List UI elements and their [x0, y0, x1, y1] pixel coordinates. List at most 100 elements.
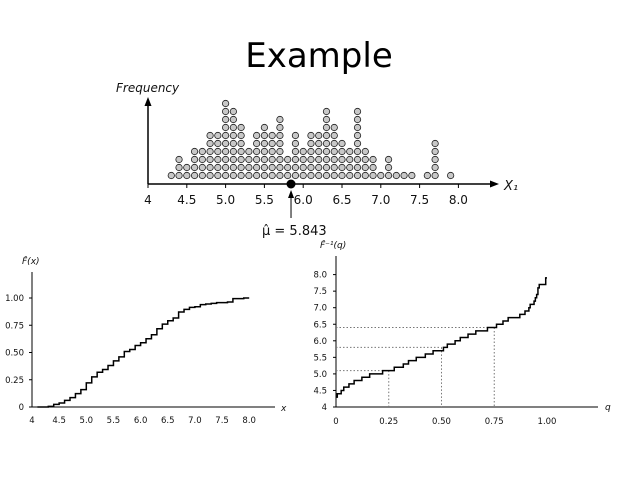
data-dot — [322, 139, 331, 148]
data-dot — [206, 163, 214, 172]
data-dot — [361, 163, 369, 172]
data-dot — [346, 163, 354, 172]
quantile-y-tick-label: 7.5 — [313, 287, 327, 297]
data-dot — [431, 147, 439, 156]
data-dot — [291, 163, 300, 172]
data-dot — [260, 139, 268, 148]
data-dot — [206, 171, 214, 180]
data-dot — [229, 139, 237, 148]
data-dot — [276, 123, 284, 132]
data-dot — [447, 171, 455, 180]
data-dot — [198, 163, 206, 172]
dot-plot-y-arrow — [144, 97, 152, 106]
ecdf-x-tick-label: 7.0 — [188, 416, 202, 426]
data-dot — [222, 163, 230, 172]
quantile-y-tick-label: 4 — [322, 403, 327, 413]
ecdf-x-tick-label: 5.5 — [107, 416, 121, 426]
data-dot — [276, 163, 284, 172]
dot-plot-x-label: X₁ — [503, 179, 518, 194]
quantile-y-tick-label: 4.5 — [313, 386, 327, 396]
data-dot — [253, 147, 261, 156]
data-dot — [222, 99, 230, 108]
data-dot — [214, 131, 222, 140]
ecdf-x-tick-label: 6.5 — [161, 416, 175, 426]
dot-plot-x-tick-label: 6.5 — [332, 193, 351, 207]
data-dot — [214, 163, 222, 172]
data-dot — [190, 155, 199, 164]
data-dot — [353, 115, 362, 124]
ecdf-x-tick-label: 6.0 — [134, 416, 148, 426]
quantile-y-tick-label: 6.5 — [313, 320, 327, 330]
data-dot — [229, 147, 237, 156]
quantile-x-label: q — [605, 403, 611, 413]
data-dot — [284, 155, 292, 164]
data-dot — [260, 123, 268, 132]
data-dot — [431, 171, 439, 180]
data-dot — [214, 171, 222, 180]
data-dot — [237, 155, 245, 164]
data-dot — [322, 107, 331, 116]
quantile-step-line — [336, 277, 547, 398]
data-dot — [222, 107, 230, 116]
data-dot — [198, 171, 206, 180]
data-dot — [260, 131, 268, 140]
data-dot — [253, 155, 261, 164]
slide-title: Example — [245, 36, 393, 76]
data-dot — [237, 171, 245, 180]
data-dot — [276, 155, 284, 164]
data-dot — [206, 139, 214, 148]
data-dot — [361, 147, 369, 156]
data-dot — [229, 107, 237, 116]
ecdf-y-tick-label: 1.00 — [5, 294, 24, 304]
data-dot — [322, 147, 331, 156]
data-dot — [222, 155, 230, 164]
data-dot — [369, 155, 377, 164]
data-dot — [237, 131, 245, 140]
data-dot — [353, 131, 362, 140]
data-dot — [245, 171, 253, 180]
data-dot — [408, 171, 416, 180]
quantile-y-tick-label: 5.5 — [313, 353, 327, 363]
data-dot — [291, 131, 300, 140]
dot-plot-x-arrow — [490, 180, 499, 188]
data-dot — [291, 155, 300, 164]
ecdf-y-label: F̂(x) — [22, 255, 40, 267]
data-dot — [260, 155, 268, 164]
ecdf-x-tick-label: 7.5 — [215, 416, 229, 426]
data-dot — [276, 115, 284, 124]
data-dot — [167, 171, 175, 180]
data-dot — [400, 171, 408, 180]
ecdf-step-line — [37, 297, 250, 408]
quantile-x-tick-label: 0 — [333, 417, 338, 427]
data-dot — [361, 155, 369, 164]
data-dot — [299, 171, 307, 180]
data-dot — [338, 155, 346, 164]
data-dot — [268, 147, 276, 156]
mean-arrowhead — [288, 190, 295, 198]
data-dot — [229, 171, 237, 180]
data-dot — [338, 171, 346, 180]
dot-plot-x-tick-label: 5.0 — [216, 193, 235, 207]
data-dot — [346, 171, 354, 180]
dot-plot-y-label: Frequency — [116, 81, 180, 95]
data-dot — [183, 163, 191, 172]
data-dot — [369, 171, 377, 180]
dot-plot-x-tick-label: 6.0 — [294, 193, 313, 207]
data-dot — [315, 171, 323, 180]
data-dot — [222, 131, 230, 140]
data-dot — [322, 155, 331, 164]
dot-plot-x-tick-label: 5.5 — [255, 193, 274, 207]
data-dot — [330, 163, 338, 172]
ecdf-y-tick-label: 0.75 — [5, 321, 24, 331]
data-dot — [276, 171, 284, 180]
data-dot — [222, 115, 230, 124]
data-dot — [291, 139, 300, 148]
quantile-y-label: F̂⁻¹(q) — [320, 239, 346, 251]
data-dot — [330, 123, 338, 132]
data-dot — [322, 171, 331, 180]
data-dot — [253, 139, 261, 148]
data-dot — [315, 147, 323, 156]
data-dot — [222, 123, 230, 132]
